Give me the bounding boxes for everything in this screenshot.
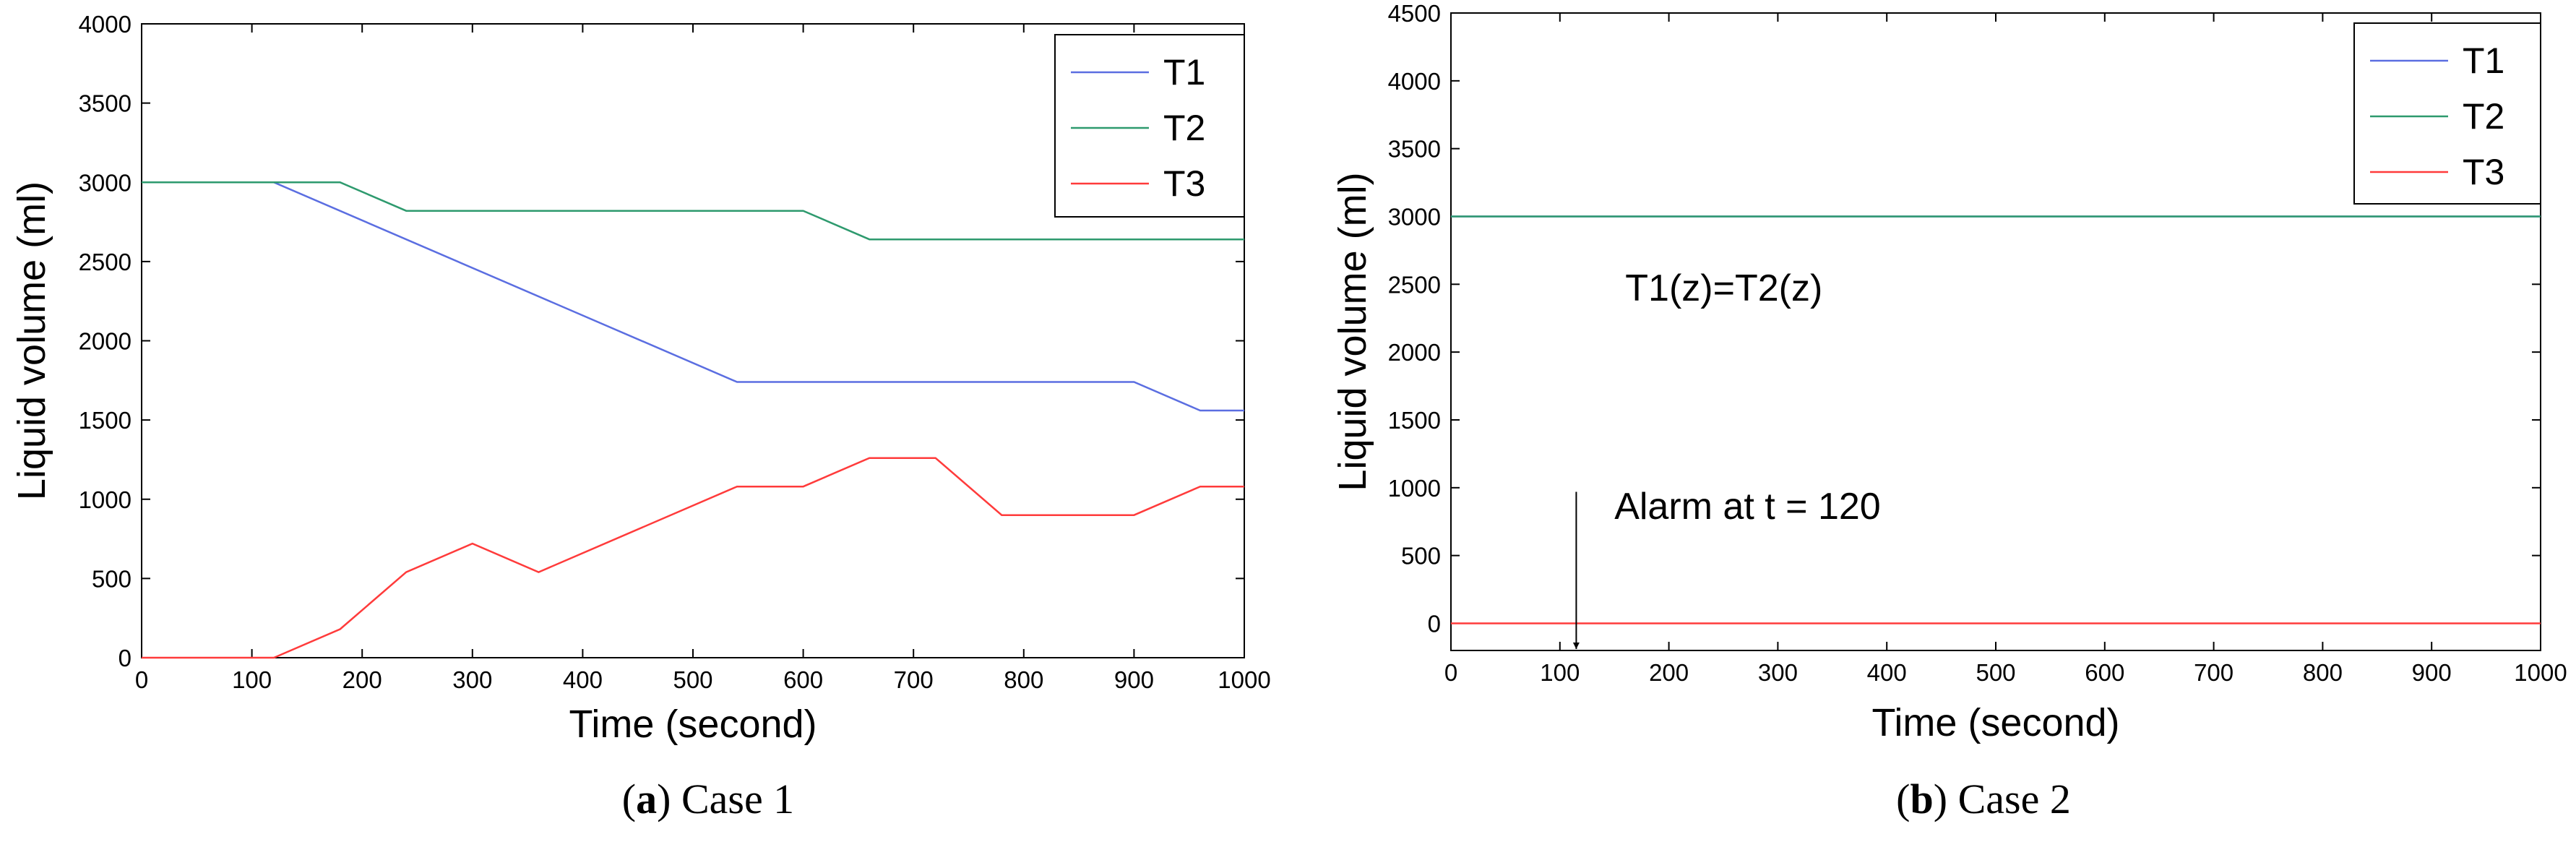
- chart-1-legend-label-t3: T3: [1163, 163, 1205, 204]
- chart-1-x-tick-label: 300: [452, 666, 492, 693]
- chart-2-y-tick-label: 3500: [1388, 136, 1441, 163]
- chart-2-legend-label-t2: T2: [2463, 96, 2504, 137]
- chart-1-x-tick-label: 500: [673, 666, 712, 693]
- chart-1-y-tick-label: 500: [92, 565, 132, 592]
- chart-2-x-axis-label: Time (second): [1871, 701, 2119, 744]
- chart-1-x-tick-label: 1000: [1218, 666, 1270, 693]
- chart-1-y-tick-label: 0: [119, 645, 132, 671]
- chart-1-x-tick-label: 600: [783, 666, 823, 693]
- chart-1-x-tick-label: 400: [563, 666, 603, 693]
- chart-2-x-tick-label: 500: [1976, 659, 2015, 686]
- chart-2-x-tick-label: 800: [2303, 659, 2343, 686]
- chart-1-series-t3-line: [142, 457, 1244, 659]
- chart-1-y-tick-label: 3000: [79, 169, 132, 196]
- chart-1-legend-label-t2: T2: [1163, 108, 1205, 148]
- chart-2-x-tick-label: 400: [1867, 659, 1907, 686]
- chart-2-y-tick-label: 0: [1428, 610, 1441, 637]
- chart-panel-case-2: 0 100 200 300 400 500 600 700 800 900 1000 0 500 1000…: [1331, 0, 2567, 822]
- chart-2-caption-open: (: [1896, 776, 1910, 822]
- chart-1-x-tick-label: 100: [232, 666, 272, 693]
- chart-1-x-tick-label: 800: [1004, 666, 1043, 693]
- chart-2-x-tick-label: 300: [1758, 659, 1798, 686]
- chart-2-x-tick-label: 900: [2412, 659, 2452, 686]
- chart-1-y-tick-label: 4000: [79, 11, 132, 38]
- chart-2-caption-text: ) Case 2: [1934, 776, 2071, 822]
- chart-1-y-tick-label: 3500: [79, 90, 132, 117]
- chart-1-x-tick-label: 900: [1114, 666, 1154, 693]
- chart-2-x-tick-label: 600: [2085, 659, 2124, 686]
- chart-2-x-tick-label: 0: [1444, 659, 1457, 686]
- chart-1-caption-open: (: [622, 776, 636, 822]
- chart-1-y-tick-label: 1500: [79, 407, 132, 434]
- chart-2-legend-label-t1: T1: [2463, 40, 2504, 81]
- chart-2-annotation-text: T1(z)=T2(z): [1625, 267, 1822, 309]
- chart-2-y-tick-label: 4000: [1388, 68, 1441, 95]
- chart-1-y-tick-label: 2500: [79, 249, 132, 275]
- chart-1-y-tick-label: 2000: [79, 328, 132, 355]
- chart-1-x-tick-label: 700: [894, 666, 934, 693]
- chart-2-y-tick-label: 500: [1401, 543, 1441, 570]
- chart-1-legend-label-t1: T1: [1163, 52, 1205, 93]
- chart-2-y-tick-label: 3000: [1388, 203, 1441, 230]
- chart-1-legend-box: [1054, 34, 1245, 218]
- chart-2-x-tick-label: 700: [2194, 659, 2233, 686]
- chart-2-y-tick-label: 2500: [1388, 271, 1441, 298]
- chart-2-x-tick-label: 100: [1540, 659, 1580, 686]
- chart-1-x-axis-label: Time (second): [569, 703, 817, 746]
- chart-1-caption: (a) Case 1: [622, 776, 794, 822]
- chart-2-annotation-text: Alarm at t = 120: [1614, 486, 1881, 528]
- chart-1-x-tick-label: 200: [343, 666, 382, 693]
- chart-2-y-tick-label: 1500: [1388, 407, 1441, 434]
- chart-2-caption-letter: b: [1911, 776, 1934, 822]
- chart-2-y-tick-label: 4500: [1388, 0, 1441, 27]
- chart-2-y-tick-label: 1000: [1388, 475, 1441, 502]
- chart-2-x-tick-label: 1000: [2514, 659, 2567, 686]
- chart-2-x-tick-label: 200: [1649, 659, 1689, 686]
- chart-1-series-t2-line: [142, 181, 1244, 241]
- chart-2-y-axis-label: Liquid volume (ml): [1331, 172, 1374, 491]
- chart-1-caption-text: ) Case 1: [657, 776, 794, 822]
- chart-1-y-tick-label: 1000: [79, 486, 132, 513]
- chart-2-legend-label-t3: T3: [2463, 152, 2504, 192]
- chart-1-y-axis-label: Liquid volume (ml): [10, 181, 53, 500]
- chart-panel-case-1: 0 100 200 300 400 500 600 700 800 900 1000 0 500 1000…: [10, 11, 1271, 822]
- chart-2-legend-box: [2353, 22, 2541, 205]
- chart-2-caption: (b) Case 2: [1896, 776, 2071, 822]
- chart-1-x-tick-label: 0: [135, 666, 148, 693]
- chart-1-caption-letter: a: [636, 776, 657, 822]
- chart-2-y-tick-label: 2000: [1388, 339, 1441, 366]
